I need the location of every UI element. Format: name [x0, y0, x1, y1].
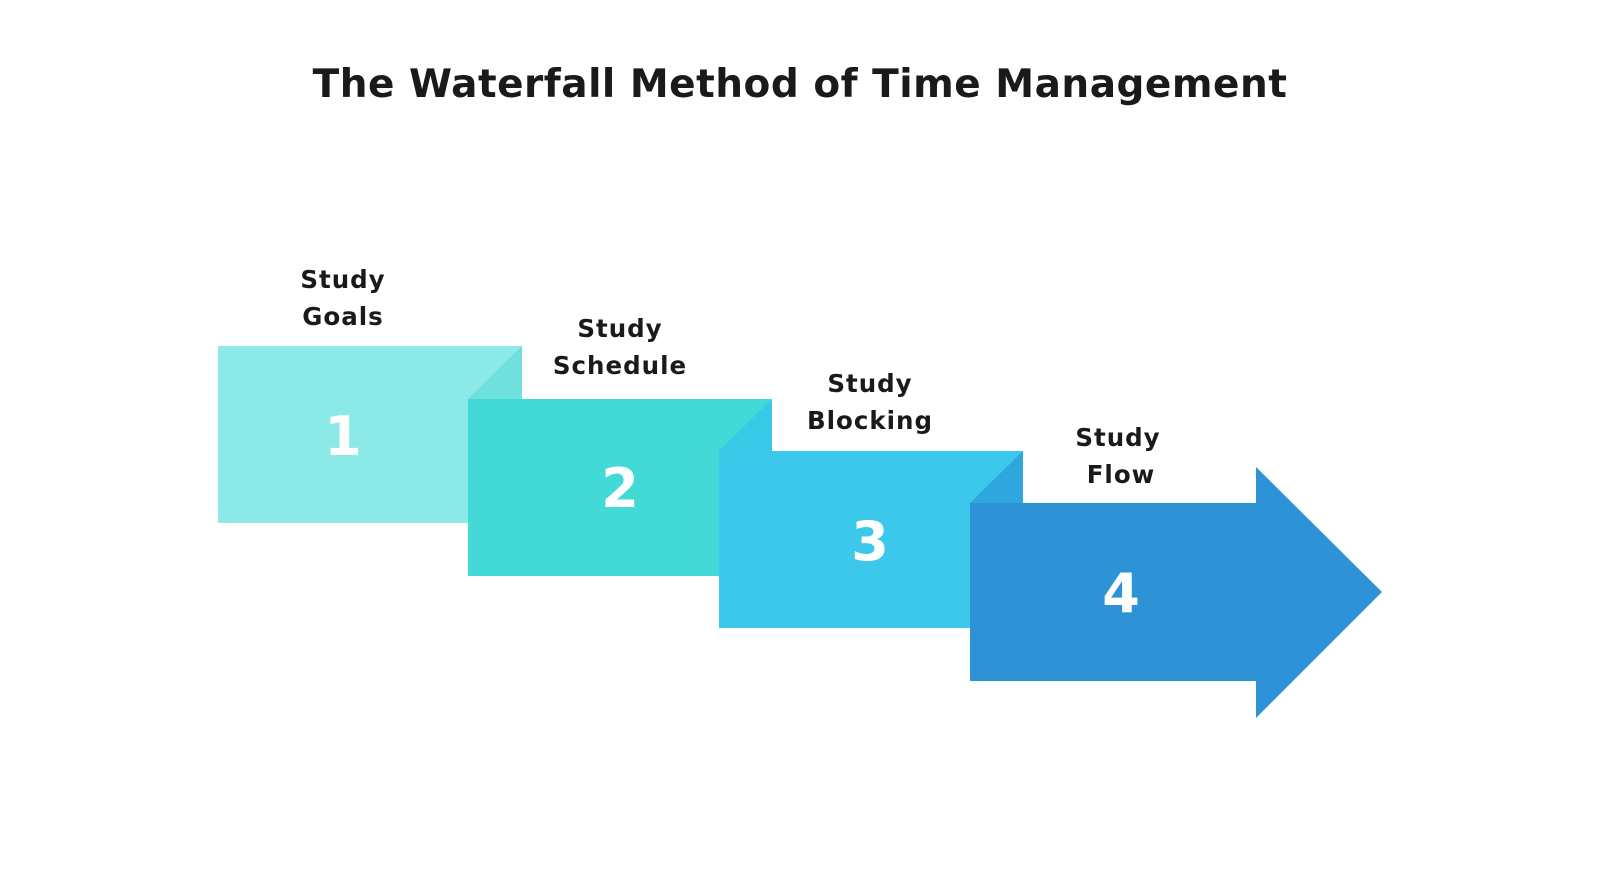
step-4-arrow	[970, 467, 1382, 718]
step-4-label-line1: Study	[1075, 423, 1160, 452]
step-3-label-line1: Study	[827, 369, 912, 398]
step-4-number: 4	[1102, 562, 1140, 625]
step-2-fold	[719, 399, 772, 451]
step-2-label-line1: Study	[577, 314, 662, 343]
step-1-label-line2: Goals	[302, 302, 383, 331]
step-1-label-line1: Study	[300, 265, 385, 294]
step-4-label-line2: Flow	[1087, 460, 1156, 489]
step-3-number: 3	[851, 510, 889, 573]
step-1-fold	[468, 346, 522, 399]
step-3-fold	[970, 451, 1023, 503]
step-4: Study Flow	[970, 423, 1382, 718]
step-1-number: 1	[324, 405, 362, 468]
step-3-label-line2: Blocking	[807, 406, 933, 435]
step-2-number: 2	[601, 457, 639, 520]
step-2-label-line2: Schedule	[553, 351, 687, 380]
page-title: The Waterfall Method of Time Management	[312, 62, 1288, 107]
